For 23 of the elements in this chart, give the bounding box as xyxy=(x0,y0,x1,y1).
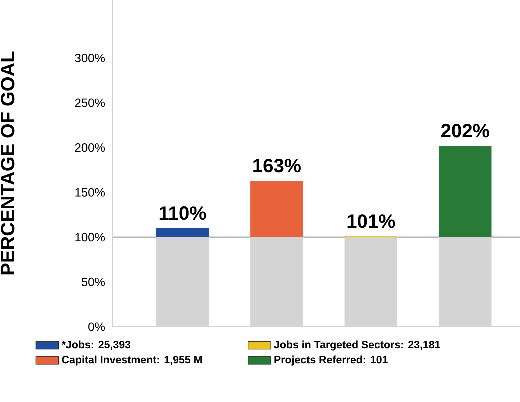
legend-label: *Jobs: 25,393 xyxy=(62,340,131,350)
total-label: 163% xyxy=(254,159,301,173)
bar xyxy=(156,228,210,238)
y-tick-label: 0% xyxy=(88,322,106,332)
y-tick-label: 150% xyxy=(76,188,106,197)
bar xyxy=(344,237,398,327)
y-axis-title: PERCENTAGE OF GOAL xyxy=(1,52,15,275)
legend-label: Capital Investment: 1,955 M xyxy=(62,356,202,366)
y-tick-label: 250% xyxy=(75,98,106,108)
legend-label: Projects Referred: 101 xyxy=(274,356,388,366)
y-tick-label: 100% xyxy=(76,233,106,242)
total-label: 110% xyxy=(160,206,206,220)
total-label: 101% xyxy=(348,214,396,228)
legend-label: Jobs in Targeted Sectors: 23,181 xyxy=(274,340,440,351)
total-label: 202% xyxy=(441,124,490,138)
y-tick-label: 300% xyxy=(75,54,106,62)
bar xyxy=(250,237,304,327)
bar xyxy=(156,237,210,327)
bar xyxy=(250,180,304,238)
bar xyxy=(438,237,492,327)
bar xyxy=(438,146,492,238)
y-tick-label: 50% xyxy=(82,278,106,286)
y-tick-label: 200% xyxy=(75,144,106,152)
